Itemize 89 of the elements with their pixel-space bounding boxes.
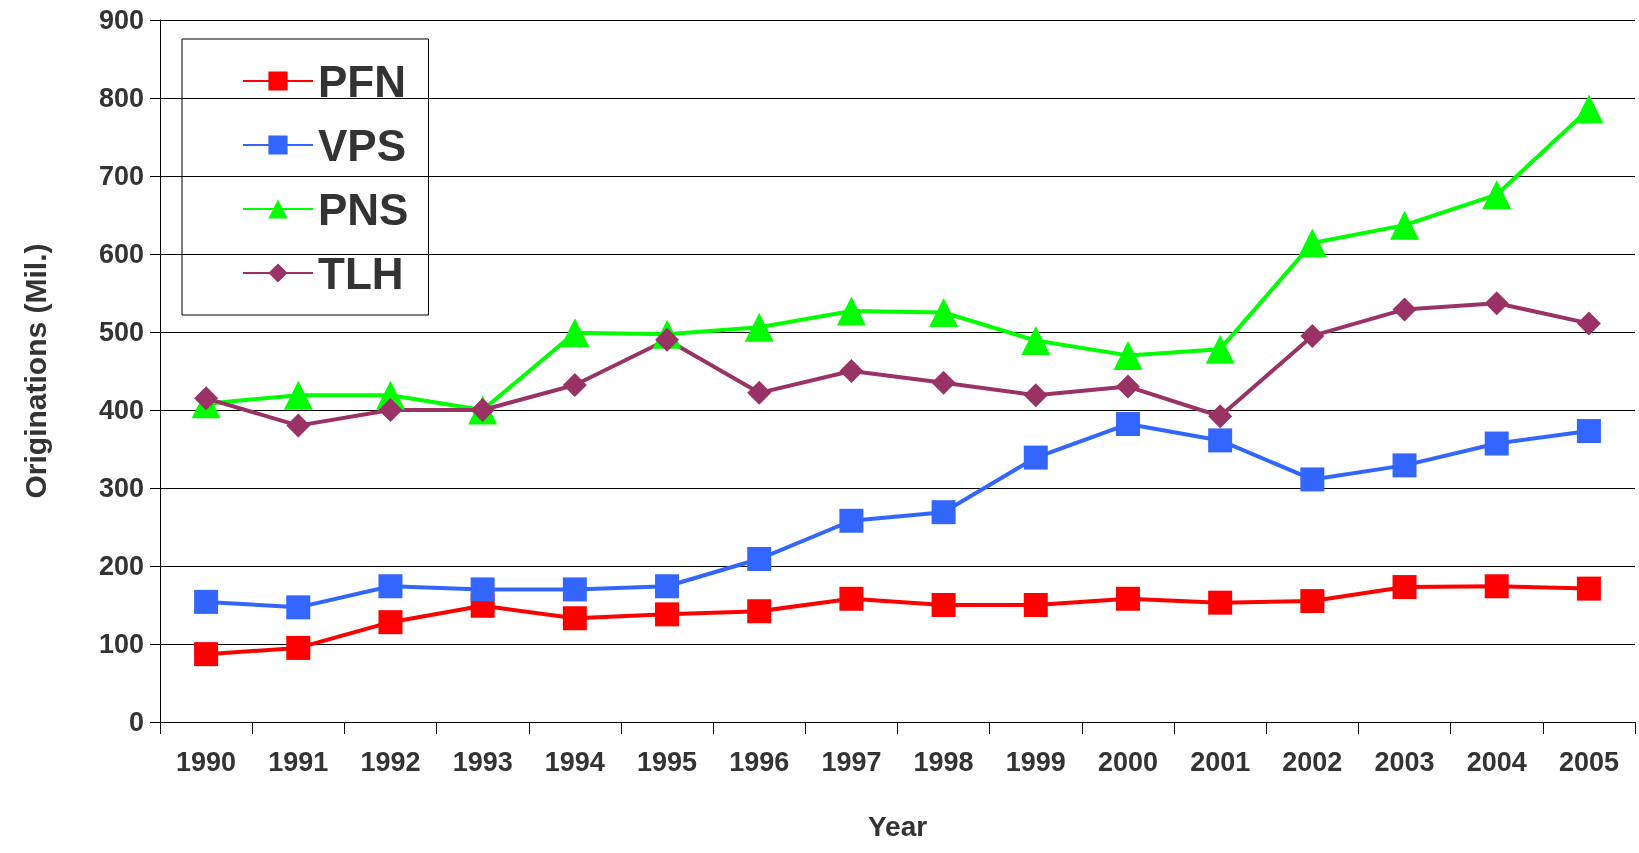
x-tick-label: 2000 bbox=[1097, 746, 1159, 777]
y-tick-label: 400 bbox=[98, 395, 144, 425]
legend-label: VPS bbox=[318, 120, 407, 170]
legend-label: PFN bbox=[318, 56, 406, 106]
point bbox=[1021, 326, 1051, 356]
x-tick-label: 2001 bbox=[1190, 746, 1251, 777]
y-tick-label: 500 bbox=[98, 317, 144, 347]
y-tick-label: 100 bbox=[98, 629, 144, 659]
x-tick-label: 1995 bbox=[636, 746, 698, 777]
y-tick-label: 800 bbox=[98, 83, 144, 113]
point bbox=[560, 318, 590, 348]
point bbox=[1392, 453, 1417, 478]
point bbox=[1300, 467, 1325, 492]
y-tick-label: 200 bbox=[98, 551, 144, 581]
point bbox=[1390, 210, 1420, 240]
point bbox=[1300, 589, 1325, 614]
x-tick-label: 2003 bbox=[1374, 746, 1435, 777]
point bbox=[1576, 576, 1601, 601]
point bbox=[562, 373, 587, 398]
point bbox=[1300, 323, 1325, 348]
point bbox=[1484, 431, 1509, 456]
x-tick-label: 1999 bbox=[1005, 746, 1066, 777]
point bbox=[1482, 180, 1512, 210]
x-tick-label: 2002 bbox=[1282, 746, 1343, 777]
point bbox=[839, 586, 864, 611]
point bbox=[286, 595, 311, 620]
point bbox=[931, 593, 956, 617]
x-tick-label: 1991 bbox=[268, 746, 329, 777]
point bbox=[1208, 590, 1233, 615]
point bbox=[562, 606, 587, 631]
point bbox=[1208, 428, 1233, 453]
y-tick-label: 0 bbox=[128, 707, 144, 737]
point bbox=[836, 296, 866, 326]
x-tick-label: 1993 bbox=[452, 746, 513, 777]
x-tick-label: 1997 bbox=[821, 746, 882, 777]
legend-label: PNS bbox=[318, 184, 409, 234]
point bbox=[1023, 383, 1048, 408]
y-axis-title: Originations (Mil.) bbox=[18, 243, 52, 499]
point bbox=[286, 635, 311, 660]
legend-label: TLH bbox=[318, 248, 404, 298]
point bbox=[1115, 374, 1140, 399]
x-axis-title: Year bbox=[867, 810, 928, 842]
x-tick-label: 1998 bbox=[913, 746, 974, 777]
point bbox=[1115, 586, 1140, 611]
point bbox=[744, 312, 774, 342]
point bbox=[194, 386, 219, 411]
point bbox=[839, 508, 864, 533]
y-tick-label: 700 bbox=[98, 161, 144, 191]
x-tick-label: 2005 bbox=[1558, 746, 1619, 777]
point bbox=[378, 610, 403, 635]
point bbox=[283, 380, 313, 410]
point bbox=[1392, 297, 1417, 322]
point bbox=[1113, 340, 1143, 370]
point bbox=[1023, 593, 1048, 617]
point bbox=[378, 398, 403, 422]
point bbox=[1208, 404, 1233, 429]
point bbox=[1392, 575, 1417, 600]
x-tick-label: 1992 bbox=[360, 746, 421, 777]
x-tick-label: 1994 bbox=[544, 746, 605, 777]
x-tick-label: 1990 bbox=[176, 746, 237, 777]
point bbox=[562, 577, 587, 602]
point bbox=[1576, 311, 1601, 336]
point bbox=[1297, 228, 1327, 258]
x-tick-label: 1996 bbox=[729, 746, 790, 777]
point bbox=[1115, 412, 1140, 437]
point bbox=[1023, 445, 1048, 470]
point bbox=[655, 602, 680, 627]
point bbox=[378, 574, 403, 599]
point bbox=[929, 298, 959, 327]
point bbox=[1484, 291, 1509, 316]
point bbox=[194, 589, 219, 614]
point bbox=[470, 577, 495, 602]
point bbox=[286, 413, 311, 438]
x-tick-label: 2004 bbox=[1466, 746, 1527, 777]
y-tick-label: 900 bbox=[98, 5, 144, 35]
point bbox=[1576, 419, 1601, 444]
point bbox=[931, 370, 956, 395]
point bbox=[194, 642, 219, 667]
point bbox=[1574, 94, 1604, 124]
y-tick-label: 300 bbox=[98, 473, 144, 503]
point bbox=[1484, 574, 1509, 599]
point bbox=[1205, 334, 1235, 364]
point bbox=[931, 500, 956, 525]
point bbox=[747, 546, 772, 571]
y-tick-label: 600 bbox=[98, 239, 144, 269]
point bbox=[747, 380, 772, 405]
point bbox=[839, 359, 864, 383]
point bbox=[655, 574, 680, 599]
point bbox=[747, 599, 772, 624]
